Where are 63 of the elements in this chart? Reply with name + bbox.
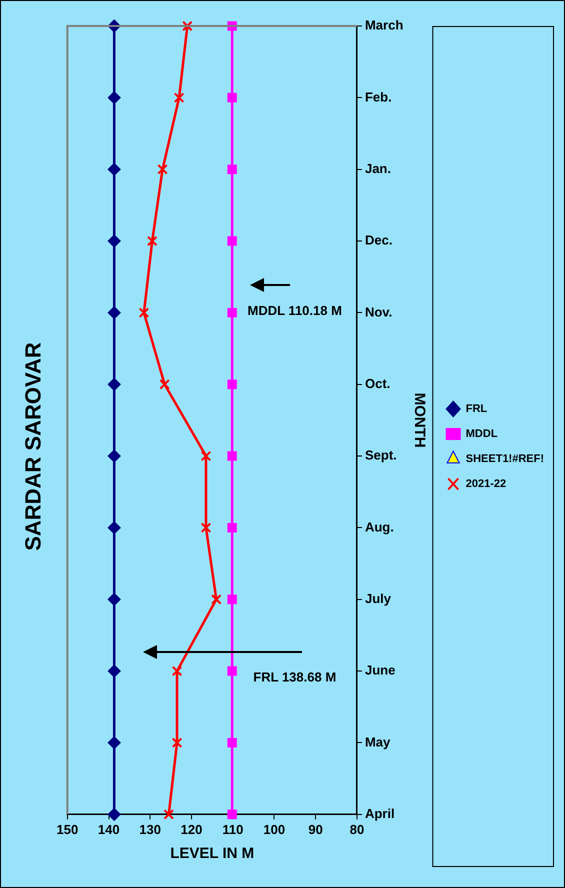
point [108,91,121,104]
text: SARDAR SAROVAR [20,342,46,551]
x-tick-label: 90 [308,822,323,837]
y-tick-label: March [364,18,404,33]
point [182,20,193,32]
y-tick-label: May [364,734,392,750]
point [200,450,212,462]
point [108,808,121,821]
point [159,379,170,390]
point [200,522,212,533]
point [108,234,121,248]
point [108,450,121,463]
legend-label: 2021-22 [466,478,506,490]
point [227,522,237,532]
y-tick-label: Aug. [364,519,394,534]
point [227,738,237,748]
x-tick-label: 100 [263,822,286,837]
point [227,380,237,390]
point [157,164,168,175]
point [172,666,182,676]
y-tick-label: April [364,806,395,821]
point [108,592,121,606]
point [108,664,121,678]
x-tick-label: 140 [98,822,120,837]
y-tick-label: Oct. [364,376,390,391]
legend-label: MDDL [466,428,498,440]
point [227,810,237,820]
point [227,164,237,174]
legend-label: SHEET1!#REF! [466,453,544,466]
x-axis-title: LEVEL IN M [170,845,254,862]
point [211,594,222,605]
y-tick-label: Dec. [364,232,392,248]
point [172,737,182,748]
point [174,92,184,103]
point [227,594,237,604]
y-axis-title: MONTH [411,392,428,448]
point [108,306,121,320]
point [108,378,121,391]
annotation: MDDL 110.18 M [248,302,342,318]
point [146,236,158,246]
y-tick-label: June [364,662,396,678]
point [108,162,121,176]
point [227,236,237,246]
point [227,451,237,461]
point [227,92,237,102]
y-tick-label: July [364,590,392,606]
point [108,736,121,750]
y-tick-label: Nov. [364,304,392,320]
point [227,308,237,318]
x-tick-label: 130 [139,822,161,837]
point [138,307,150,318]
x-tick-label: 120 [180,822,202,837]
legend-label: FRL [466,403,488,416]
y-tick-label: Feb. [364,89,392,104]
y-tick-label: Sept. [364,448,397,463]
point [164,809,174,820]
x-tick-label: 80 [350,822,364,837]
point [227,666,237,676]
annotation: FRL 138.68 M [253,670,336,685]
x-tick-label: 110 [222,822,244,837]
x-tick-label: 150 [56,822,78,837]
y-tick-label: Jan. [364,160,391,176]
point [108,521,121,534]
